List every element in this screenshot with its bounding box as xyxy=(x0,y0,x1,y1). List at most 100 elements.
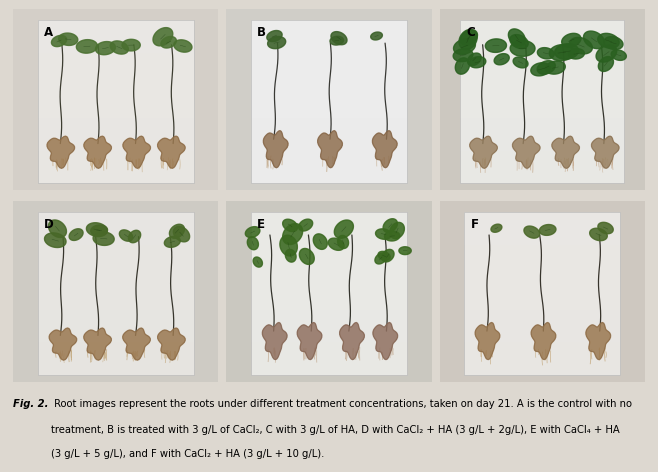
Polygon shape xyxy=(153,28,173,46)
Polygon shape xyxy=(384,231,400,241)
Polygon shape xyxy=(596,45,617,62)
Text: D: D xyxy=(44,218,54,231)
Polygon shape xyxy=(552,136,580,168)
Text: C: C xyxy=(467,26,475,39)
FancyBboxPatch shape xyxy=(251,20,407,53)
Text: A: A xyxy=(44,26,53,39)
Polygon shape xyxy=(299,248,315,264)
Text: B: B xyxy=(257,26,266,39)
FancyBboxPatch shape xyxy=(251,85,407,118)
Polygon shape xyxy=(49,328,77,360)
FancyBboxPatch shape xyxy=(465,245,620,278)
Text: Fig. 2.: Fig. 2. xyxy=(13,399,49,409)
Polygon shape xyxy=(299,219,313,231)
Polygon shape xyxy=(340,322,365,360)
FancyBboxPatch shape xyxy=(460,85,624,118)
FancyBboxPatch shape xyxy=(251,53,407,85)
Polygon shape xyxy=(604,36,623,50)
FancyBboxPatch shape xyxy=(38,85,193,118)
FancyBboxPatch shape xyxy=(465,212,620,245)
Polygon shape xyxy=(531,63,550,76)
Polygon shape xyxy=(84,136,111,168)
FancyBboxPatch shape xyxy=(38,278,193,310)
Polygon shape xyxy=(376,229,392,239)
Polygon shape xyxy=(538,48,554,59)
Polygon shape xyxy=(245,227,260,237)
Polygon shape xyxy=(586,322,611,360)
Polygon shape xyxy=(513,57,528,68)
Polygon shape xyxy=(584,31,605,49)
Polygon shape xyxy=(598,222,613,234)
Polygon shape xyxy=(47,136,74,168)
Polygon shape xyxy=(286,249,296,262)
Polygon shape xyxy=(174,40,192,52)
Polygon shape xyxy=(390,222,405,239)
Polygon shape xyxy=(467,53,481,66)
Polygon shape xyxy=(569,49,584,59)
Text: Root images represent the roots under different treatment concentrations, taken : Root images represent the roots under di… xyxy=(51,399,632,409)
Polygon shape xyxy=(453,39,476,54)
Polygon shape xyxy=(69,229,83,240)
Polygon shape xyxy=(597,34,619,48)
Polygon shape xyxy=(469,57,486,68)
Polygon shape xyxy=(86,223,107,236)
Polygon shape xyxy=(549,44,574,61)
FancyBboxPatch shape xyxy=(251,212,407,375)
Polygon shape xyxy=(486,39,507,52)
FancyBboxPatch shape xyxy=(38,245,193,278)
Polygon shape xyxy=(123,328,150,360)
Polygon shape xyxy=(509,29,525,46)
FancyBboxPatch shape xyxy=(251,245,407,278)
Polygon shape xyxy=(247,237,259,250)
Polygon shape xyxy=(45,233,66,247)
Polygon shape xyxy=(455,58,470,74)
Polygon shape xyxy=(399,247,411,254)
Polygon shape xyxy=(283,224,303,244)
Polygon shape xyxy=(51,35,66,47)
Polygon shape xyxy=(378,252,390,261)
Polygon shape xyxy=(373,322,397,360)
Polygon shape xyxy=(169,224,184,238)
Polygon shape xyxy=(510,34,528,49)
Polygon shape xyxy=(537,61,555,74)
Polygon shape xyxy=(475,322,500,360)
Polygon shape xyxy=(122,39,140,51)
Polygon shape xyxy=(164,236,180,247)
FancyBboxPatch shape xyxy=(465,278,620,310)
Polygon shape xyxy=(383,219,397,232)
Polygon shape xyxy=(313,234,327,249)
FancyBboxPatch shape xyxy=(460,20,624,183)
Polygon shape xyxy=(491,224,502,232)
Polygon shape xyxy=(84,328,111,360)
Polygon shape xyxy=(49,220,66,237)
Polygon shape xyxy=(540,225,556,236)
FancyBboxPatch shape xyxy=(460,20,624,53)
Polygon shape xyxy=(524,226,540,238)
Polygon shape xyxy=(268,36,286,49)
Polygon shape xyxy=(334,220,353,238)
FancyBboxPatch shape xyxy=(38,212,193,245)
Text: treatment, B is treated with 3 g/L of CaCl₂, C with 3 g/L of HA, D with CaCl₂ + : treatment, B is treated with 3 g/L of Ca… xyxy=(51,425,620,435)
Polygon shape xyxy=(370,32,382,40)
Polygon shape xyxy=(263,322,287,360)
Polygon shape xyxy=(459,30,477,50)
Polygon shape xyxy=(91,225,107,236)
Polygon shape xyxy=(318,131,342,168)
Polygon shape xyxy=(375,253,386,264)
FancyBboxPatch shape xyxy=(251,212,407,245)
Polygon shape xyxy=(95,42,115,55)
Polygon shape xyxy=(331,32,347,45)
Polygon shape xyxy=(592,136,619,168)
Polygon shape xyxy=(119,230,133,241)
Polygon shape xyxy=(555,44,578,59)
Text: E: E xyxy=(257,218,265,231)
Text: (3 g/L + 5 g/L), and F with CaCl₂ + HA (3 g/L + 10 g/L).: (3 g/L + 5 g/L), and F with CaCl₂ + HA (… xyxy=(51,449,324,459)
Polygon shape xyxy=(562,34,581,47)
FancyBboxPatch shape xyxy=(460,53,624,85)
Text: F: F xyxy=(470,218,478,231)
Polygon shape xyxy=(338,236,349,249)
Polygon shape xyxy=(453,49,473,62)
Polygon shape xyxy=(531,322,556,360)
Polygon shape xyxy=(253,257,263,267)
Polygon shape xyxy=(59,33,78,45)
